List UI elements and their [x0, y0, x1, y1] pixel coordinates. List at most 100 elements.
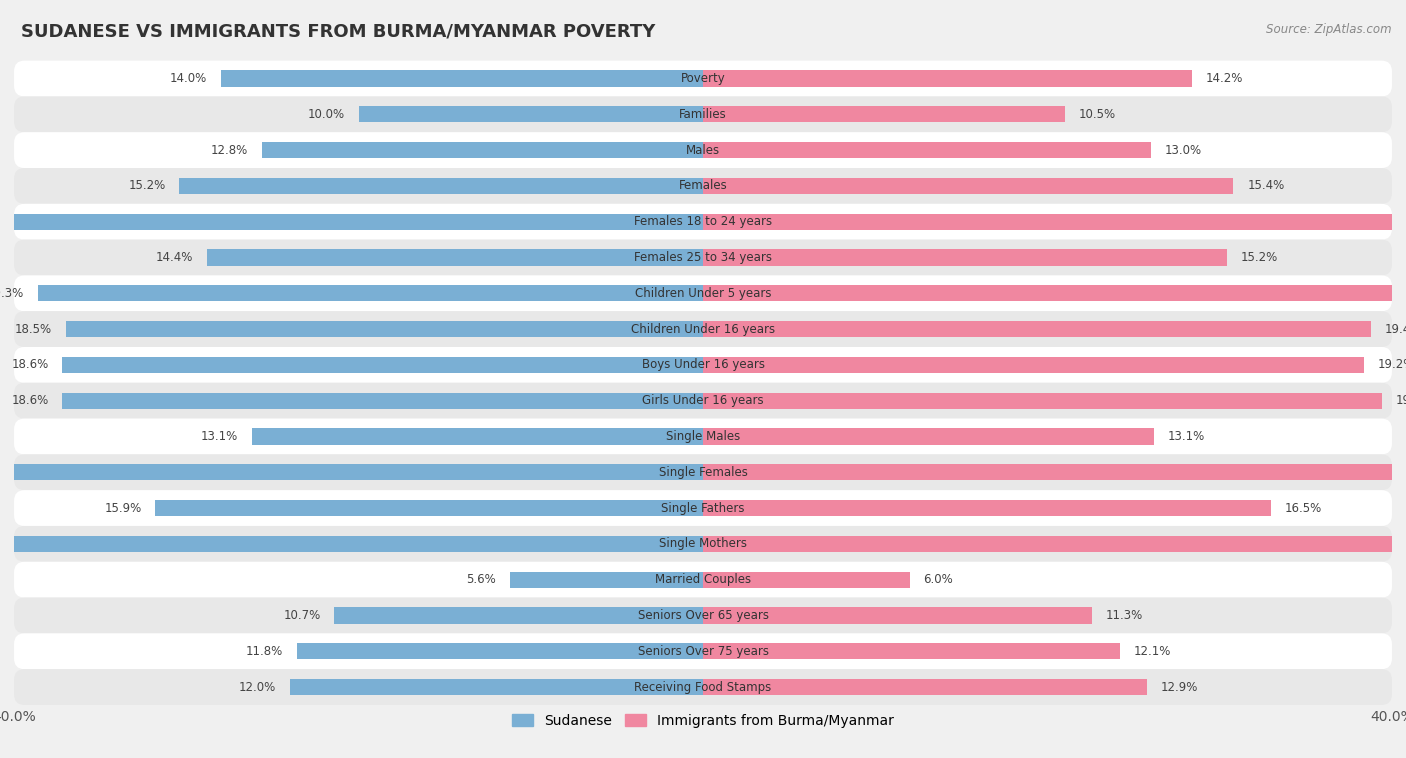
- FancyBboxPatch shape: [14, 61, 1392, 96]
- Text: 15.9%: 15.9%: [104, 502, 142, 515]
- Bar: [359, 106, 703, 122]
- Text: Children Under 5 years: Children Under 5 years: [634, 287, 772, 300]
- Bar: [62, 357, 703, 373]
- Text: 6.0%: 6.0%: [924, 573, 953, 586]
- Bar: [703, 178, 1233, 194]
- Text: 14.2%: 14.2%: [1206, 72, 1243, 85]
- FancyBboxPatch shape: [14, 383, 1392, 418]
- Bar: [297, 644, 703, 659]
- FancyBboxPatch shape: [14, 168, 1392, 204]
- Bar: [703, 500, 1271, 516]
- Text: Girls Under 16 years: Girls Under 16 years: [643, 394, 763, 407]
- FancyBboxPatch shape: [14, 597, 1392, 634]
- Text: Seniors Over 65 years: Seniors Over 65 years: [637, 609, 769, 622]
- Bar: [703, 357, 1364, 373]
- Bar: [335, 607, 703, 624]
- FancyBboxPatch shape: [14, 669, 1392, 705]
- Text: Females 18 to 24 years: Females 18 to 24 years: [634, 215, 772, 228]
- Text: Females 25 to 34 years: Females 25 to 34 years: [634, 251, 772, 264]
- Text: 19.3%: 19.3%: [0, 287, 24, 300]
- Text: 19.4%: 19.4%: [1385, 323, 1406, 336]
- Text: 12.8%: 12.8%: [211, 143, 249, 157]
- Bar: [703, 106, 1064, 122]
- Text: Poverty: Poverty: [681, 72, 725, 85]
- Text: 12.0%: 12.0%: [239, 681, 276, 694]
- Bar: [38, 285, 703, 302]
- Text: 15.2%: 15.2%: [1240, 251, 1278, 264]
- Bar: [180, 178, 703, 194]
- Text: Females: Females: [679, 180, 727, 193]
- Text: 19.2%: 19.2%: [1378, 359, 1406, 371]
- Text: Source: ZipAtlas.com: Source: ZipAtlas.com: [1267, 23, 1392, 36]
- Text: Single Fathers: Single Fathers: [661, 502, 745, 515]
- Text: Seniors Over 75 years: Seniors Over 75 years: [637, 645, 769, 658]
- Bar: [252, 428, 703, 444]
- FancyBboxPatch shape: [14, 132, 1392, 168]
- Text: 10.7%: 10.7%: [284, 609, 321, 622]
- Text: 18.5%: 18.5%: [15, 323, 52, 336]
- Bar: [510, 572, 703, 587]
- Text: 11.8%: 11.8%: [246, 645, 283, 658]
- Bar: [703, 428, 1154, 444]
- Bar: [703, 572, 910, 587]
- Bar: [703, 214, 1406, 230]
- Text: 16.5%: 16.5%: [1285, 502, 1323, 515]
- Bar: [221, 70, 703, 86]
- FancyBboxPatch shape: [14, 347, 1392, 383]
- Text: 13.1%: 13.1%: [201, 430, 238, 443]
- Bar: [0, 536, 703, 552]
- Bar: [703, 464, 1406, 481]
- Text: Married Couples: Married Couples: [655, 573, 751, 586]
- Text: 18.6%: 18.6%: [11, 359, 48, 371]
- Text: 5.6%: 5.6%: [467, 573, 496, 586]
- Text: Single Females: Single Females: [658, 465, 748, 479]
- Text: 12.9%: 12.9%: [1161, 681, 1198, 694]
- Text: 13.1%: 13.1%: [1168, 430, 1205, 443]
- FancyBboxPatch shape: [14, 418, 1392, 454]
- Bar: [207, 249, 703, 265]
- FancyBboxPatch shape: [14, 490, 1392, 526]
- Text: 14.4%: 14.4%: [156, 251, 193, 264]
- Text: Males: Males: [686, 143, 720, 157]
- Text: 15.2%: 15.2%: [128, 180, 166, 193]
- Text: Children Under 16 years: Children Under 16 years: [631, 323, 775, 336]
- Text: 18.6%: 18.6%: [11, 394, 48, 407]
- Text: Families: Families: [679, 108, 727, 121]
- Text: 10.0%: 10.0%: [308, 108, 344, 121]
- Bar: [66, 321, 703, 337]
- Text: 19.7%: 19.7%: [1395, 394, 1406, 407]
- Bar: [0, 214, 703, 230]
- FancyBboxPatch shape: [14, 96, 1392, 132]
- Bar: [262, 142, 703, 158]
- FancyBboxPatch shape: [14, 562, 1392, 597]
- Text: Receiving Food Stamps: Receiving Food Stamps: [634, 681, 772, 694]
- Bar: [0, 464, 703, 481]
- Bar: [703, 142, 1152, 158]
- Bar: [62, 393, 703, 409]
- FancyBboxPatch shape: [14, 204, 1392, 240]
- Bar: [703, 285, 1406, 302]
- Bar: [703, 607, 1092, 624]
- Bar: [155, 500, 703, 516]
- Bar: [703, 249, 1226, 265]
- Text: 15.4%: 15.4%: [1247, 180, 1285, 193]
- Legend: Sudanese, Immigrants from Burma/Myanmar: Sudanese, Immigrants from Burma/Myanmar: [506, 708, 900, 734]
- Bar: [703, 536, 1406, 552]
- FancyBboxPatch shape: [14, 275, 1392, 312]
- Text: 10.5%: 10.5%: [1078, 108, 1115, 121]
- FancyBboxPatch shape: [14, 454, 1392, 490]
- FancyBboxPatch shape: [14, 240, 1392, 275]
- Text: 11.3%: 11.3%: [1107, 609, 1143, 622]
- Text: SUDANESE VS IMMIGRANTS FROM BURMA/MYANMAR POVERTY: SUDANESE VS IMMIGRANTS FROM BURMA/MYANMA…: [21, 23, 655, 41]
- Bar: [703, 393, 1382, 409]
- Text: 12.1%: 12.1%: [1133, 645, 1171, 658]
- Bar: [703, 679, 1147, 695]
- Bar: [703, 70, 1192, 86]
- Text: Single Males: Single Males: [666, 430, 740, 443]
- Text: 14.0%: 14.0%: [170, 72, 207, 85]
- Bar: [703, 644, 1119, 659]
- Text: 13.0%: 13.0%: [1164, 143, 1202, 157]
- Text: Single Mothers: Single Mothers: [659, 537, 747, 550]
- Text: Boys Under 16 years: Boys Under 16 years: [641, 359, 765, 371]
- Bar: [703, 321, 1371, 337]
